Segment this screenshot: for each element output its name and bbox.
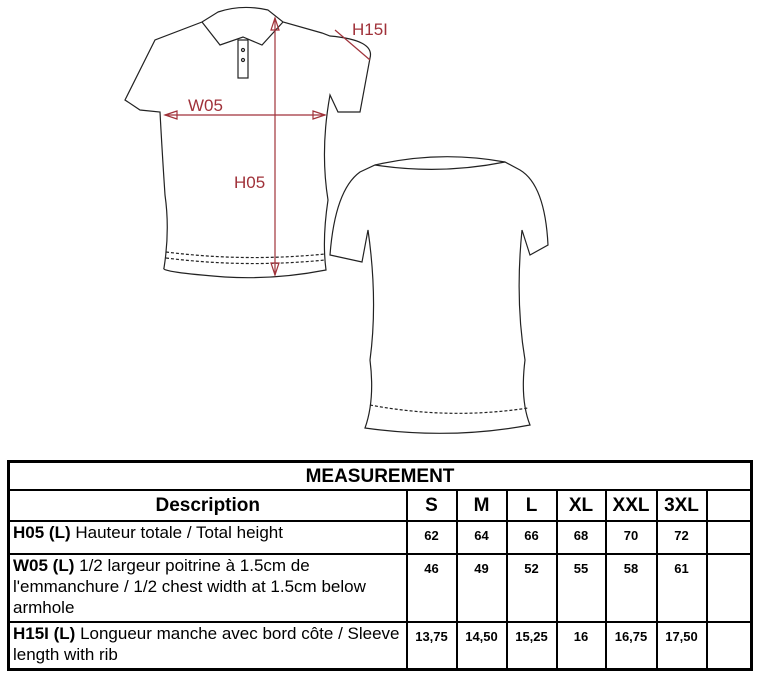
- value-cell: 61: [655, 553, 708, 623]
- front-polo-sketch: [124, 6, 372, 279]
- measure-code: W05 (L): [13, 556, 75, 575]
- value-cell: 68: [555, 520, 607, 555]
- size-header: L: [505, 489, 558, 522]
- value-cell: 58: [604, 553, 658, 623]
- description-header: Description: [7, 489, 408, 522]
- value-cell: 46: [405, 553, 458, 623]
- value-cell: 66: [505, 520, 558, 555]
- measure-desc: Longueur manche avec bord côte / Sleeve …: [13, 624, 400, 664]
- value-cell: 14,50: [455, 621, 508, 670]
- size-header: XL: [555, 489, 607, 522]
- value-cell: 52: [505, 553, 558, 623]
- table-row: H05 (L) Hauteur totale / Total height 62…: [7, 520, 753, 555]
- size-header: 3XL: [655, 489, 708, 522]
- table-title: MEASUREMENT: [7, 460, 753, 491]
- value-cell: 16,75: [604, 621, 658, 670]
- value-cell: 16: [555, 621, 607, 670]
- table-row: W05 (L) 1/2 largeur poitrine à 1.5cm de …: [7, 553, 753, 623]
- value-cell: 15,25: [505, 621, 558, 670]
- value-cell: 70: [604, 520, 658, 555]
- h05-label: H05: [234, 173, 266, 192]
- value-cell: 64: [455, 520, 508, 555]
- value-cell: [705, 621, 753, 670]
- value-cell: 55: [555, 553, 607, 623]
- garment-sketches: [124, 6, 549, 434]
- measure-desc: Hauteur totale / Total height: [70, 523, 283, 542]
- measure-code: H15I (L): [13, 624, 76, 643]
- value-cell: 13,75: [405, 621, 458, 670]
- size-header: S: [405, 489, 458, 522]
- size-header: [705, 489, 753, 522]
- measure-lines: [163, 16, 371, 277]
- value-cell: 49: [455, 553, 508, 623]
- table-row: H15I (L) Longueur manche avec bord côte …: [7, 621, 753, 670]
- measurement-table: MEASUREMENT Description S M L XL XXL 3XL…: [7, 460, 753, 671]
- value-cell: 72: [655, 520, 708, 555]
- size-header: M: [455, 489, 508, 522]
- h15l-label: H15I: [352, 20, 388, 39]
- measure-desc: 1/2 largeur poitrine à 1.5cm de l'emmanc…: [13, 556, 366, 617]
- w05-label: W05: [188, 96, 223, 115]
- size-header: XXL: [604, 489, 658, 522]
- back-polo-sketch: [329, 156, 549, 434]
- measure-code: H05 (L): [13, 523, 71, 542]
- value-cell: 62: [405, 520, 458, 555]
- value-cell: [705, 553, 753, 623]
- value-cell: [705, 520, 753, 555]
- value-cell: 17,50: [655, 621, 708, 670]
